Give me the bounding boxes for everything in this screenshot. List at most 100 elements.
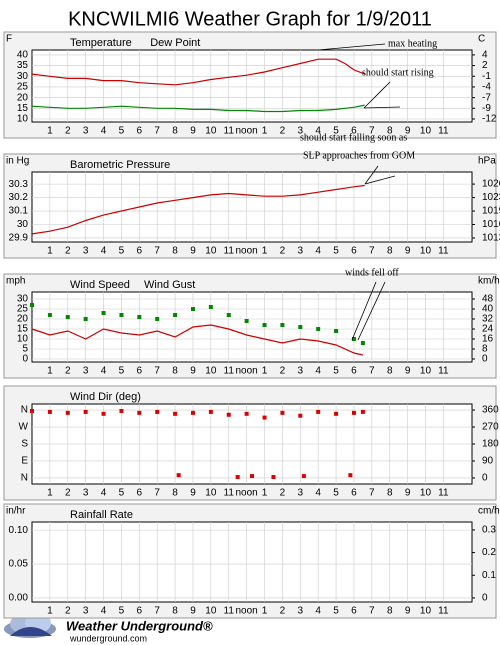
y2-tick-label: -9 <box>482 103 491 114</box>
x-tick-label: 7 <box>369 606 375 617</box>
x-tick-label: 10 <box>205 488 217 499</box>
x-tick-label: 11 <box>224 246 235 257</box>
y2-tick-label: 0 <box>482 473 488 484</box>
annotation: should start rising <box>362 67 434 78</box>
series-line <box>31 104 365 113</box>
y-tick-label: 15 <box>17 103 29 114</box>
marker <box>280 323 285 327</box>
x-tick-label: noon <box>236 366 258 377</box>
y2-tick-label: 90 <box>482 456 494 467</box>
logo-url: wunderground.com <box>69 633 147 643</box>
x-tick-label: 3 <box>298 366 304 377</box>
x-tick-label: 8 <box>172 606 178 617</box>
x-tick-label: 7 <box>369 488 375 499</box>
x-tick-label: 5 <box>333 606 339 617</box>
y-tick-label: 35 <box>17 60 29 71</box>
y2-tick-label: 1016 <box>482 219 500 230</box>
x-tick-label: 1 <box>47 606 53 617</box>
marker <box>173 313 178 317</box>
y2-tick-label: 40 <box>482 304 494 315</box>
x-tick-label: 10 <box>420 488 432 499</box>
y2-tick-label: -12 <box>482 114 497 125</box>
x-tick-label: 11 <box>438 246 449 257</box>
x-tick-label: 6 <box>137 488 143 499</box>
x-tick-label: 4 <box>101 606 107 617</box>
y2-unit: km/h <box>478 276 500 287</box>
x-tick-label: 2 <box>280 606 286 617</box>
marker <box>101 311 106 315</box>
x-tick-label: 2 <box>280 246 286 257</box>
marker <box>101 411 106 416</box>
y-tick-label: 20 <box>17 92 29 103</box>
y2-unit: hPa <box>478 156 496 167</box>
marker <box>83 409 88 414</box>
marker <box>190 410 195 415</box>
y-tick-label: 25 <box>17 82 29 93</box>
x-tick-label: 2 <box>280 366 286 377</box>
x-tick-label: 3 <box>298 246 304 257</box>
x-tick-label: 2 <box>65 126 71 137</box>
marker <box>83 317 88 321</box>
y-tick-label: 30.3 <box>9 179 29 190</box>
legend-entry: Rainfall Rate <box>70 509 133 521</box>
marker <box>298 413 303 418</box>
x-tick-label: 4 <box>315 246 321 257</box>
marker <box>30 303 34 307</box>
x-tick-label: 6 <box>351 606 357 617</box>
plot-area <box>31 291 473 363</box>
x-tick-label: 5 <box>333 488 339 499</box>
x-tick-label: 5 <box>119 606 125 617</box>
x-tick-label: 6 <box>137 606 143 617</box>
x-tick-label: 7 <box>154 366 160 377</box>
marker <box>250 474 254 479</box>
x-tick-label: 2 <box>280 488 286 499</box>
x-tick-label: 9 <box>190 126 196 137</box>
x-tick-label: 2 <box>65 246 71 257</box>
x-tick-label: 11 <box>438 126 449 137</box>
y2-tick-label: 2 <box>482 60 488 71</box>
x-tick-label: 11 <box>224 126 235 137</box>
y-tick-label: N <box>21 405 28 416</box>
marker <box>271 475 276 480</box>
y2-tick-label: 1013 <box>482 233 500 244</box>
x-tick-label: 1 <box>262 246 268 257</box>
x-tick-label: 1 <box>262 366 268 377</box>
x-tick-label: noon <box>236 246 258 257</box>
annotation-arrow <box>363 81 391 109</box>
y-tick-label: S <box>21 439 28 450</box>
x-tick-label: 3 <box>83 366 89 377</box>
x-tick-label: 5 <box>333 126 339 137</box>
legend-entry: Dew Point <box>150 37 200 49</box>
y2-tick-label: 270 <box>482 422 499 433</box>
x-tick-label: 8 <box>172 366 178 377</box>
x-tick-label: 9 <box>405 366 411 377</box>
logo-name: Weather Underground® <box>66 618 213 633</box>
marker <box>137 315 142 319</box>
x-tick-label: 8 <box>172 246 178 257</box>
marker <box>155 317 160 321</box>
x-tick-label: 7 <box>154 606 160 617</box>
annotation: max heating <box>388 38 437 49</box>
x-tick-label: 4 <box>101 246 107 257</box>
y-tick-label: 29.9 <box>9 233 29 244</box>
marker <box>316 327 321 331</box>
x-tick-label: 2 <box>65 606 71 617</box>
y-unit: in/hr <box>6 506 26 517</box>
x-tick-label: 9 <box>190 488 196 499</box>
marker <box>244 411 249 416</box>
x-tick-label: 1 <box>47 366 53 377</box>
y-tick-label: 0.00 <box>9 593 29 604</box>
y2-tick-label: 1023 <box>482 192 500 203</box>
x-tick-label: 8 <box>387 126 393 137</box>
y-tick-label: 15 <box>17 324 29 335</box>
legend-entry: Temperature <box>70 37 132 49</box>
panel: 1 2 3 4 5 6 7 8 9 10 11 noon 1 2 3 4 5 6 7 8 9 10 111015202530… <box>3 31 497 139</box>
marker <box>280 410 285 415</box>
y-tick-label: 10 <box>17 114 29 125</box>
x-tick-label: 9 <box>405 126 411 137</box>
x-tick-label: 6 <box>351 366 357 377</box>
x-tick-label: 11 <box>224 606 235 617</box>
series-line <box>31 324 364 356</box>
y-tick-label: 10 <box>17 334 29 345</box>
page-title: KNCWILMI6 Weather Graph for 1/9/2011 <box>68 8 432 30</box>
